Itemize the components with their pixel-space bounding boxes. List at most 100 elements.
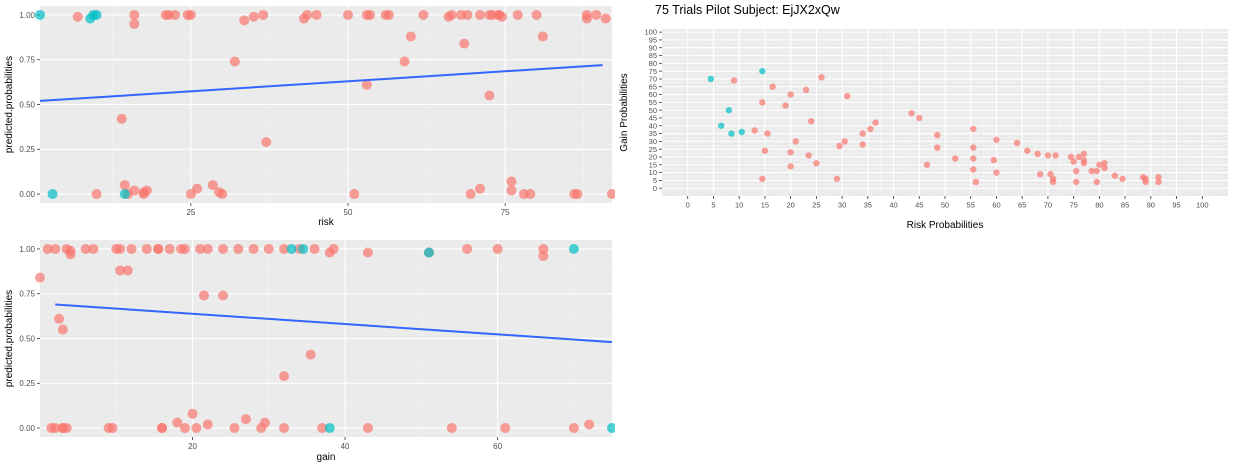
y-tick-label: 0.50 [19, 334, 35, 343]
data-point [446, 9, 457, 20]
data-point [1073, 178, 1080, 186]
y-tick-label: 0.50 [19, 100, 35, 109]
y-tick-label: 85 [649, 51, 657, 60]
data-point [818, 74, 825, 81]
data-point [916, 114, 923, 122]
y-tick-label: 80 [649, 59, 657, 68]
data-point [35, 272, 45, 283]
data-point [730, 77, 738, 84]
data-point [970, 155, 977, 162]
data-point [1155, 174, 1162, 181]
data-point [1073, 167, 1080, 175]
x-tick-label: 15 [761, 201, 769, 210]
y-tick-label: 75 [649, 67, 657, 76]
data-point [107, 423, 118, 434]
data-point [47, 189, 58, 200]
y-tick-label: 0 [653, 184, 657, 193]
data-point [218, 290, 229, 301]
data-point [462, 9, 473, 20]
data-point [286, 243, 297, 254]
y-tick-label: 95 [649, 36, 657, 45]
data-point [475, 9, 485, 20]
data-point [972, 178, 980, 186]
data-point [263, 243, 274, 254]
data-point [1096, 161, 1103, 168]
data-point [497, 11, 507, 22]
data-point [1044, 152, 1052, 159]
data-point [217, 189, 228, 200]
data-point [122, 265, 133, 276]
data-point [841, 138, 848, 145]
y-tick-label: 65 [649, 82, 657, 91]
data-point [324, 423, 335, 434]
data-point [462, 243, 473, 254]
data-point [707, 75, 715, 83]
data-point [751, 127, 758, 134]
data-point [198, 290, 209, 301]
data-point [802, 86, 810, 94]
data-point [115, 265, 126, 276]
x-tick-label: 40 [889, 201, 897, 210]
data-point [259, 417, 270, 428]
data-point [581, 13, 592, 24]
data-point [362, 423, 373, 434]
x-tick-label: 0 [686, 201, 690, 210]
data-point [1049, 175, 1057, 183]
data-point [418, 9, 429, 20]
y-axis-title: predicted.probabilities [4, 290, 15, 387]
data-point [787, 91, 794, 98]
data-point [192, 183, 203, 194]
data-point [141, 243, 152, 254]
y-tick-label: 1.00 [19, 245, 35, 254]
data-point [50, 423, 61, 434]
data-point [446, 423, 457, 434]
x-tick-label: 45 [915, 201, 923, 210]
data-point [57, 324, 68, 335]
data-point [728, 130, 735, 137]
y-tick-label: 40 [649, 121, 657, 130]
data-point [279, 371, 290, 382]
data-point [311, 9, 322, 20]
y-tick-label: 15 [649, 160, 657, 169]
data-point [836, 142, 843, 150]
data-point [934, 131, 941, 139]
data-point [867, 125, 874, 133]
trend-line [39, 64, 603, 102]
data-point [383, 9, 394, 20]
x-tick-label: 65 [1018, 201, 1026, 210]
y-tick-label: 20 [649, 153, 657, 162]
x-tick-label: 55 [967, 201, 975, 210]
y-tick-label: 0.25 [19, 145, 35, 154]
data-point [279, 423, 290, 434]
data-point [405, 31, 416, 42]
x-tick-label: 85 [1121, 201, 1129, 210]
data-point [572, 189, 583, 200]
data-point [591, 9, 602, 20]
x-tick-label: 40 [341, 442, 350, 451]
data-point [202, 419, 213, 430]
y-tick-label: 30 [649, 137, 657, 146]
data-point [859, 130, 866, 137]
data-point [465, 189, 476, 200]
x-tick-label: 50 [941, 201, 949, 210]
y-tick-label: 70 [649, 75, 657, 84]
data-point [1119, 175, 1126, 183]
data-point [229, 423, 240, 434]
y-tick-label: 45 [649, 114, 657, 123]
data-point [600, 13, 611, 24]
data-point [1111, 172, 1118, 179]
data-point [126, 243, 137, 254]
data-point [305, 349, 316, 360]
data-point [153, 243, 164, 254]
data-point [261, 137, 272, 148]
y-tick-label: 0.75 [19, 290, 35, 299]
data-point [859, 141, 866, 148]
data-point [805, 152, 812, 159]
x-axis-title: gain [317, 452, 336, 463]
data-point [361, 79, 372, 90]
y-tick-label: 1.00 [19, 11, 35, 20]
x-tick-label: 20 [188, 442, 197, 451]
data-point [54, 313, 65, 324]
data-point [191, 423, 202, 434]
data-point [119, 180, 130, 191]
